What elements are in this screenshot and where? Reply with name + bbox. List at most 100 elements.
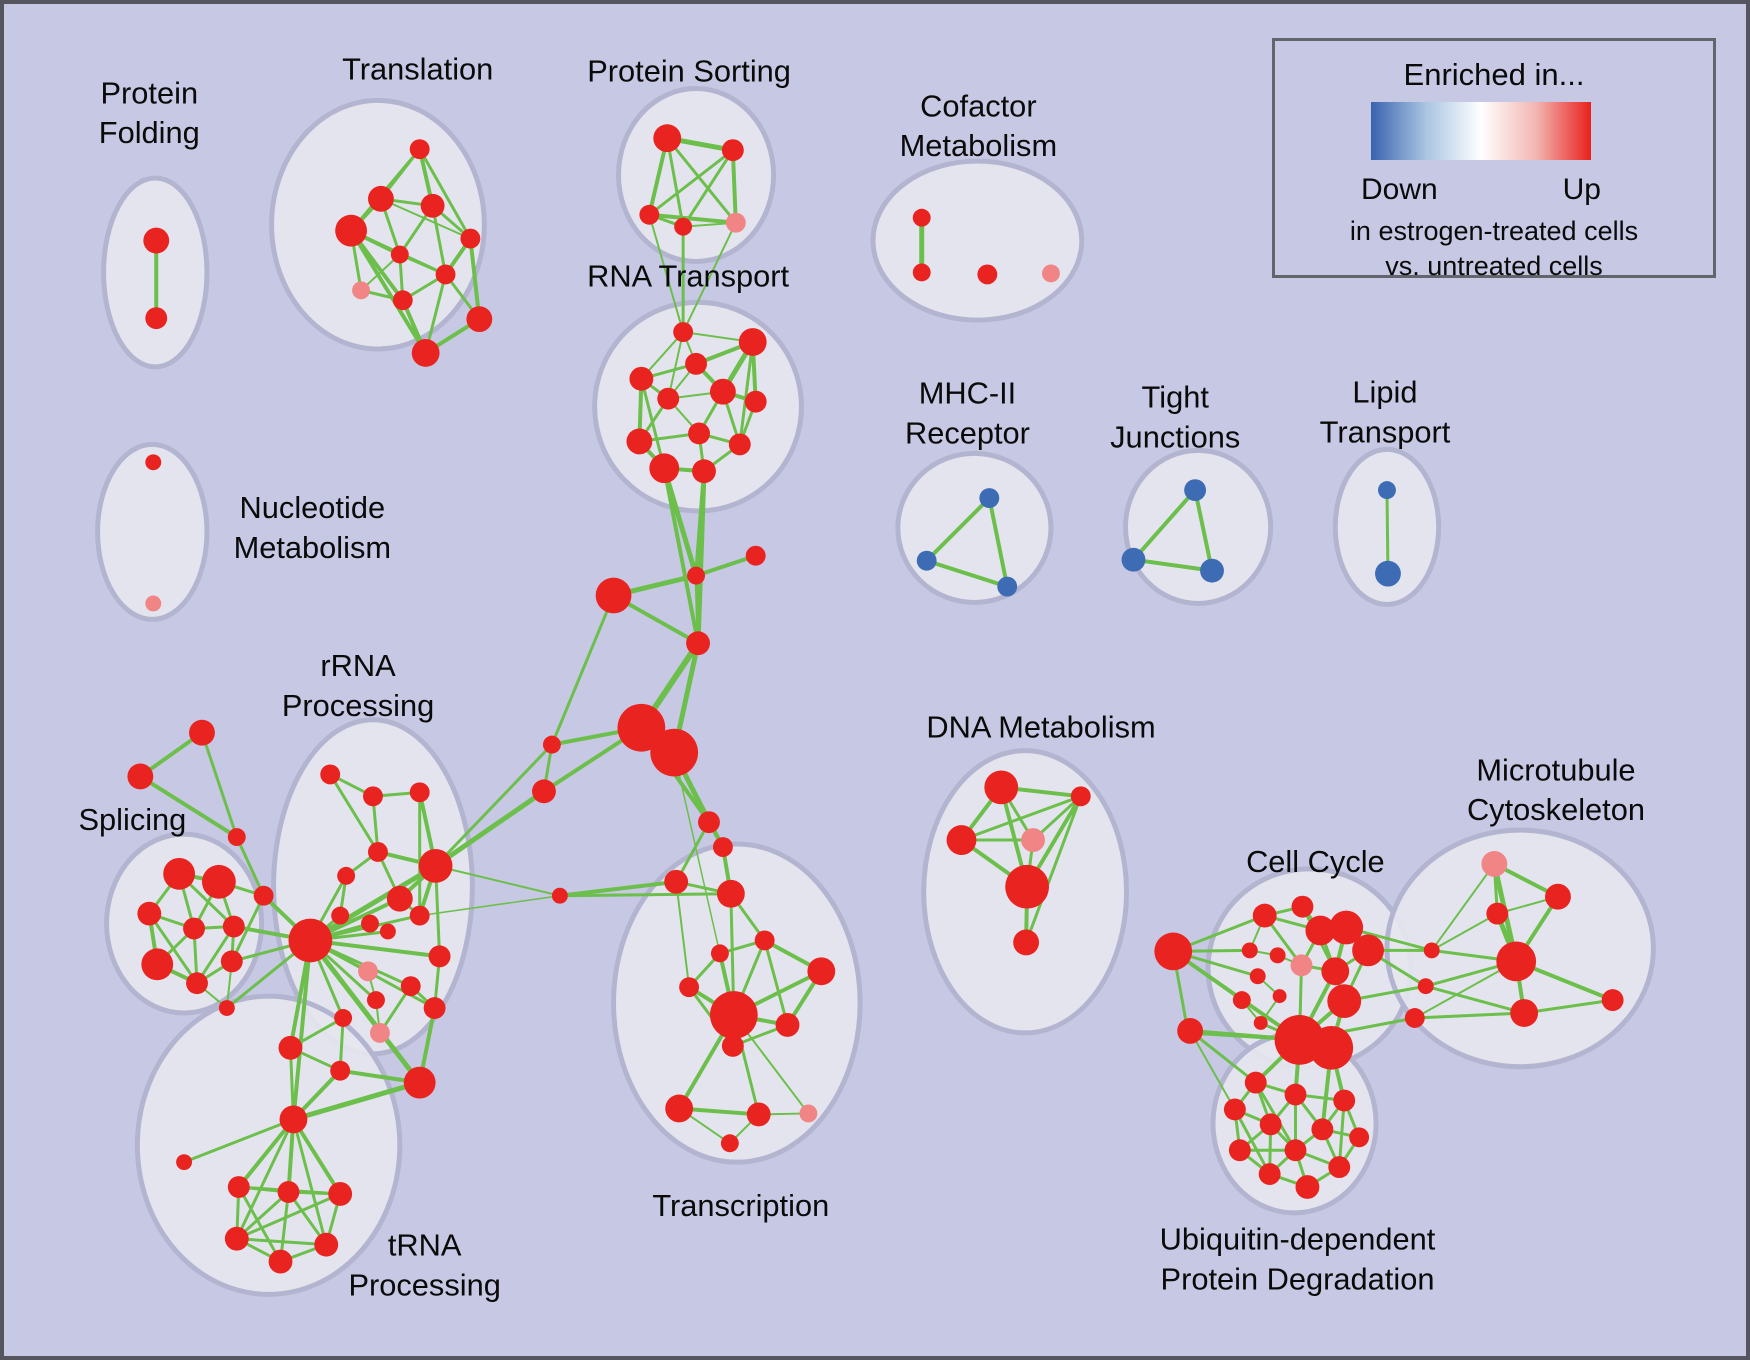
node-ps4[interactable]: [674, 217, 693, 236]
node-tr2[interactable]: [368, 185, 394, 212]
node-h2[interactable]: [650, 728, 699, 777]
node-z4[interactable]: [716, 879, 745, 908]
node-cx1[interactable]: [1423, 942, 1440, 959]
node-tr8[interactable]: [352, 281, 370, 300]
node-mt3[interactable]: [1601, 989, 1624, 1012]
node-u7[interactable]: [1349, 1127, 1370, 1148]
node-cx3[interactable]: [1404, 1008, 1425, 1028]
node-d6[interactable]: [1013, 929, 1040, 956]
node-tr1[interactable]: [409, 139, 430, 160]
node-cf1[interactable]: [912, 208, 931, 227]
node-d2[interactable]: [1070, 786, 1091, 807]
node-s8[interactable]: [186, 972, 208, 995]
node-g8[interactable]: [361, 914, 379, 933]
node-g9[interactable]: [379, 923, 396, 940]
node-t4[interactable]: [679, 977, 700, 998]
node-cc14[interactable]: [1321, 957, 1350, 986]
node-nu2[interactable]: [145, 595, 162, 612]
node-cc0[interactable]: [1154, 932, 1193, 971]
node-sc[interactable]: [227, 828, 246, 847]
node-th0[interactable]: [176, 1154, 193, 1171]
node-g6[interactable]: [386, 885, 413, 912]
node-u4[interactable]: [1223, 1098, 1246, 1121]
node-g14[interactable]: [367, 991, 385, 1010]
node-t1[interactable]: [754, 930, 775, 951]
node-gb[interactable]: [288, 918, 333, 963]
node-s9[interactable]: [220, 950, 243, 973]
node-t5[interactable]: [775, 1013, 800, 1037]
node-cc8[interactable]: [1290, 954, 1313, 977]
node-tb[interactable]: [709, 991, 758, 1039]
node-g4[interactable]: [368, 842, 388, 862]
node-z3[interactable]: [664, 869, 689, 894]
node-mt1[interactable]: [1545, 883, 1571, 910]
node-th4[interactable]: [224, 1226, 249, 1251]
node-y1[interactable]: [542, 735, 561, 754]
node-mh3[interactable]: [997, 576, 1018, 597]
node-g16[interactable]: [334, 1009, 353, 1027]
node-pf2[interactable]: [145, 307, 168, 330]
node-s5[interactable]: [222, 915, 245, 938]
node-cc4[interactable]: [1329, 910, 1364, 945]
node-ps5[interactable]: [725, 212, 746, 233]
node-s3[interactable]: [137, 901, 162, 926]
node-t6[interactable]: [721, 1034, 744, 1057]
node-tj3[interactable]: [1200, 558, 1224, 583]
node-g5[interactable]: [337, 866, 356, 885]
node-u6[interactable]: [1311, 1118, 1334, 1141]
node-li2[interactable]: [1375, 560, 1401, 587]
node-u0[interactable]: [1177, 1018, 1204, 1044]
node-cc17[interactable]: [1309, 1025, 1354, 1070]
node-rt6[interactable]: [709, 378, 736, 405]
node-tj1[interactable]: [1184, 479, 1207, 502]
node-u12[interactable]: [1295, 1175, 1320, 1199]
node-mtb[interactable]: [1496, 941, 1537, 982]
node-rt3[interactable]: [685, 352, 707, 375]
node-h1[interactable]: [617, 703, 666, 752]
node-w1[interactable]: [551, 887, 568, 904]
node-d4[interactable]: [1021, 828, 1045, 852]
node-cc7[interactable]: [1269, 947, 1286, 964]
node-mt4[interactable]: [1510, 999, 1539, 1027]
node-t3[interactable]: [807, 957, 836, 986]
node-rt8[interactable]: [688, 422, 710, 445]
node-tr3[interactable]: [335, 214, 368, 247]
node-cc9[interactable]: [1249, 968, 1266, 985]
node-t7[interactable]: [665, 1094, 694, 1123]
node-cc12[interactable]: [1253, 1016, 1268, 1030]
node-u3[interactable]: [1333, 1089, 1356, 1112]
node-tj2[interactable]: [1121, 547, 1146, 572]
node-s7[interactable]: [141, 948, 174, 981]
node-cx2[interactable]: [1417, 978, 1434, 995]
node-cf2[interactable]: [912, 263, 931, 282]
node-u10[interactable]: [1258, 1163, 1281, 1186]
node-u8[interactable]: [1228, 1139, 1251, 1162]
node-cf4[interactable]: [1042, 264, 1060, 283]
node-d3[interactable]: [946, 825, 977, 855]
node-mh2[interactable]: [916, 550, 937, 571]
node-g12[interactable]: [358, 961, 378, 982]
node-tr7[interactable]: [435, 264, 456, 285]
node-x2[interactable]: [687, 566, 706, 585]
node-x3[interactable]: [595, 577, 632, 614]
node-g15[interactable]: [423, 997, 446, 1019]
node-tr4[interactable]: [420, 193, 445, 218]
node-cc15[interactable]: [1327, 984, 1362, 1018]
node-u9[interactable]: [1284, 1139, 1307, 1162]
node-s6[interactable]: [253, 885, 274, 906]
node-t2[interactable]: [710, 944, 729, 963]
node-g18[interactable]: [278, 1035, 303, 1060]
node-ps1[interactable]: [653, 124, 682, 153]
node-z2[interactable]: [712, 837, 733, 857]
node-t8[interactable]: [746, 1102, 771, 1127]
node-ps3[interactable]: [639, 204, 660, 225]
node-u1[interactable]: [1244, 1071, 1267, 1094]
node-cc10[interactable]: [1272, 989, 1287, 1004]
node-d5[interactable]: [1005, 864, 1049, 909]
node-gr[interactable]: [418, 849, 453, 883]
node-nu1[interactable]: [145, 454, 162, 471]
node-g13[interactable]: [400, 976, 421, 997]
node-li1[interactable]: [1378, 481, 1396, 500]
node-th1[interactable]: [227, 1176, 250, 1198]
node-g2[interactable]: [363, 786, 383, 807]
